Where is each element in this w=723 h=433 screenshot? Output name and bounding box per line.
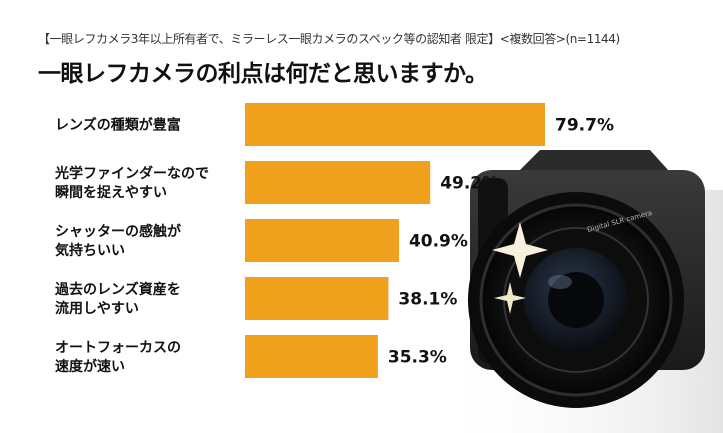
category-label: シャッターの感触が (55, 223, 182, 240)
category-label: 過去のレンズ資産を (54, 281, 181, 298)
value-label: 79.7% (555, 116, 614, 136)
chart-subtitle: 【一眼レフカメラ3年以上所有者で、ミラーレス一眼カメラのスペック等の認知者 限定… (38, 32, 620, 46)
bar (245, 335, 378, 378)
bar (245, 161, 431, 204)
category-label: 瞬間を捉えやすい (55, 184, 167, 201)
category-label: 流用しやすい (55, 300, 139, 317)
value-label: 49.2% (440, 174, 499, 194)
category-label: オートフォーカスの (55, 340, 181, 356)
value-label: 40.9% (409, 232, 468, 252)
bar (245, 219, 399, 262)
sparkle-small-icon (494, 282, 526, 314)
value-label: 38.1% (398, 290, 457, 310)
chart-title: 一眼レフカメラの利点は何だと思いますか。 (38, 61, 488, 87)
bar (245, 103, 545, 146)
category-label: 光学ファインダーなので (54, 165, 209, 182)
category-label: 速度が速い (55, 358, 125, 375)
sparkle-large-icon (492, 222, 548, 278)
bar (245, 277, 389, 320)
value-label: 35.3% (388, 348, 447, 368)
category-label: 気持ちいい (55, 242, 125, 259)
category-label: レンズの種類が豊富 (55, 117, 181, 134)
